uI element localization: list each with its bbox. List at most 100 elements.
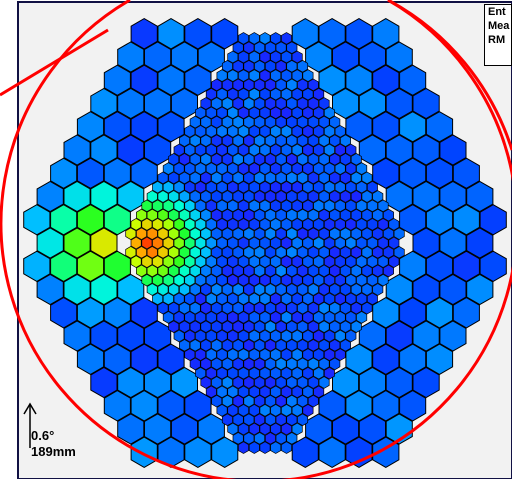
inner-crystal-cell [179, 283, 190, 296]
inner-crystal-cell [238, 143, 249, 157]
inner-crystal-cell [307, 78, 319, 92]
inner-crystal-cell [146, 190, 158, 203]
inner-crystal-cell [313, 143, 325, 157]
outer-crystal-cell [76, 250, 105, 282]
outer-crystal-cell [452, 297, 480, 329]
inner-crystal-cell [286, 301, 298, 315]
inner-crystal-cell [184, 255, 196, 268]
inner-crystal-cell [291, 385, 303, 399]
inner-crystal-cell [291, 329, 303, 343]
inner-crystal-cell [356, 236, 368, 250]
outer-crystal-cell [90, 134, 118, 166]
inner-crystal-cell [200, 134, 212, 148]
inner-crystal-cell [329, 115, 341, 129]
inner-crystal-cell [232, 152, 244, 166]
inner-crystal-cell [254, 134, 266, 148]
inner-crystal-cell [345, 199, 357, 213]
inner-crystal-cell [281, 422, 292, 436]
inner-crystal-cell [340, 134, 351, 148]
inner-crystal-cell [216, 180, 228, 194]
inner-crystal-cell [275, 245, 287, 259]
inner-crystal-cell [264, 431, 276, 445]
inner-crystal-cell [189, 227, 201, 241]
inner-crystal-cell [334, 199, 346, 213]
inner-crystal-cell [168, 245, 180, 259]
inner-crystal-cell [329, 134, 341, 148]
inner-crystal-cell [291, 125, 303, 138]
scale-length: 189mm [31, 444, 76, 459]
inner-crystal-cell [173, 273, 185, 287]
inner-crystal-cell [275, 152, 287, 166]
inner-crystal-cell [270, 311, 282, 324]
inner-crystal-cell [254, 338, 266, 352]
inner-crystal-cell [243, 264, 255, 278]
inner-crystal-cell [275, 208, 287, 222]
inner-crystal-cell [243, 97, 255, 110]
inner-crystal-cell [195, 255, 207, 268]
inner-crystal-cell [291, 143, 303, 157]
inner-crystal-cell [146, 208, 158, 222]
stats-rms: RM [488, 34, 506, 46]
inner-crystal-cell [179, 190, 190, 203]
inner-crystal-cell [227, 273, 239, 287]
outer-crystal-cell [76, 297, 105, 329]
outer-crystal-cell [358, 366, 386, 399]
inner-crystal-cell [334, 218, 346, 231]
outer-crystal-cell [90, 227, 118, 259]
outer-crystal-cell [466, 180, 494, 213]
inner-crystal-cell [205, 348, 217, 361]
inner-crystal-cell [302, 143, 314, 157]
inner-crystal-cell [286, 134, 298, 148]
outer-crystal-cell [466, 273, 494, 306]
inner-crystal-cell [270, 404, 282, 417]
inner-crystal-cell [221, 394, 233, 408]
inner-crystal-cell [157, 245, 169, 259]
inner-crystal-cell [291, 404, 303, 417]
outer-crystal-cell [399, 390, 427, 422]
inner-crystal-cell [323, 125, 335, 138]
inner-crystal-cell [173, 236, 185, 250]
inner-crystal-cell [200, 357, 212, 371]
inner-crystal-cell [238, 311, 249, 324]
inner-crystal-cell [227, 404, 239, 417]
inner-crystal-cell [200, 208, 212, 222]
outer-crystal-cell [50, 157, 78, 189]
inner-crystal-cell [162, 162, 174, 175]
inner-crystal-cell [221, 376, 233, 389]
inner-crystal-cell [297, 97, 309, 110]
outer-crystal-cell [345, 343, 373, 375]
inner-crystal-cell [340, 320, 351, 334]
outer-crystal-cell [76, 157, 105, 189]
inner-crystal-cell [243, 394, 255, 408]
inner-crystal-cell [275, 376, 287, 389]
inner-crystal-cell [361, 171, 373, 185]
inner-crystal-cell [259, 255, 271, 268]
inner-crystal-cell [243, 208, 255, 222]
inner-crystal-cell [291, 69, 303, 82]
outer-crystal-cell [385, 366, 413, 399]
inner-crystal-cell [184, 292, 196, 306]
inner-crystal-cell [243, 431, 255, 445]
inner-crystal-cell [168, 301, 180, 315]
inner-crystal-cell [377, 236, 389, 250]
outer-crystal-cell [170, 87, 198, 120]
outer-crystal-cell [90, 366, 118, 399]
inner-crystal-cell [243, 413, 255, 427]
inner-crystal-cell [184, 143, 196, 157]
inner-crystal-cell [221, 152, 233, 166]
inner-crystal-cell [323, 162, 335, 175]
outer-crystal-cell [103, 297, 131, 329]
inner-crystal-cell [281, 311, 292, 324]
inner-crystal-cell [205, 125, 217, 138]
inner-crystal-cell [307, 376, 319, 389]
outer-crystal-cell [103, 111, 131, 143]
outer-crystal-cell [103, 343, 131, 375]
inner-crystal-cell [189, 320, 201, 334]
inner-crystal-cell [173, 292, 185, 306]
inner-crystal-cell [318, 152, 330, 166]
inner-crystal-cell [157, 283, 169, 296]
outer-crystal-cell [36, 273, 64, 306]
inner-crystal-cell [297, 376, 309, 389]
inner-crystal-cell [350, 227, 362, 241]
inner-crystal-cell [334, 255, 346, 268]
